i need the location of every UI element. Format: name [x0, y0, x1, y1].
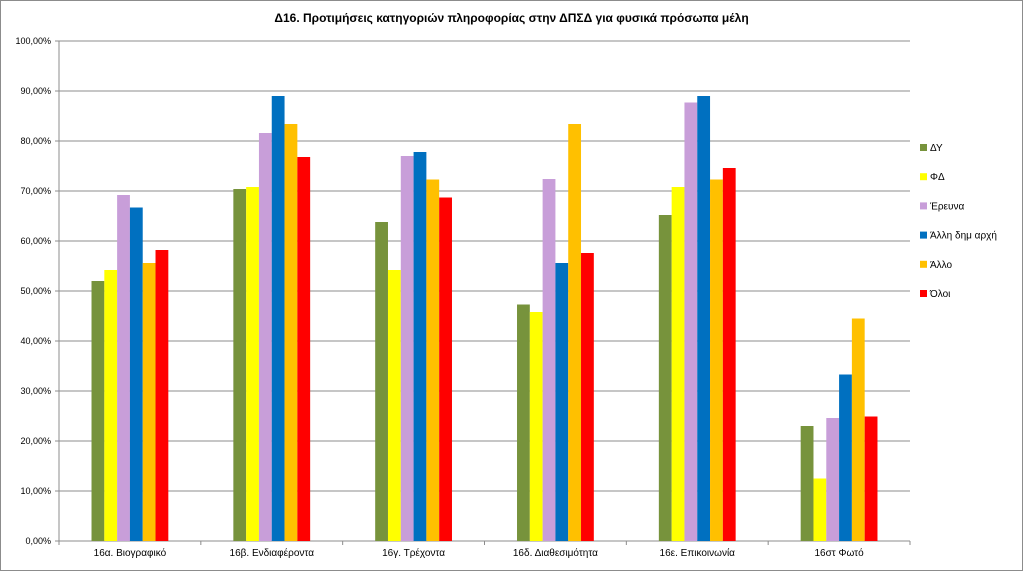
- bar: [129, 207, 143, 541]
- legend-swatch: [920, 290, 927, 297]
- bar: [581, 253, 594, 541]
- legend-label: Έρευνα: [929, 201, 964, 212]
- y-tick-label: 20,00%: [20, 436, 51, 446]
- bar: [426, 179, 440, 541]
- bar: [117, 195, 130, 541]
- legend-label: Άλλο: [930, 260, 953, 271]
- x-tick-label: 16στ Φωτό: [814, 547, 864, 559]
- y-tick-label: 70,00%: [20, 186, 51, 196]
- bar: [246, 187, 259, 541]
- y-tick-label: 50,00%: [20, 286, 51, 296]
- bar: [271, 96, 285, 541]
- legend-swatch: [920, 260, 927, 268]
- x-tick-label: 16α. Βιογραφικό: [94, 547, 167, 559]
- x-tick-label: 16β. Ενδιαφέροντα: [230, 547, 315, 559]
- bar: [839, 374, 852, 541]
- bar: [375, 222, 388, 541]
- bar: [91, 281, 105, 541]
- bar: [568, 124, 582, 541]
- y-tick-label: 80,00%: [20, 136, 51, 146]
- legend-label: ΦΔ: [930, 172, 945, 183]
- bar: [826, 418, 840, 541]
- x-tick-label: 16δ. Διαθεσιμότητα: [513, 547, 598, 559]
- legend-label: Όλοι: [929, 289, 950, 300]
- bar: [233, 189, 247, 541]
- legend-label: ΔΥ: [930, 143, 943, 154]
- bar: [284, 124, 298, 541]
- bar: [864, 416, 878, 541]
- legend-swatch: [920, 173, 927, 181]
- bar: [555, 263, 569, 541]
- legend-label: Άλλη δημ αρχή: [930, 230, 997, 242]
- bar: [697, 96, 711, 541]
- y-tick-label: 10,00%: [20, 486, 51, 496]
- bar: [542, 179, 556, 541]
- bar: [800, 426, 814, 541]
- bar: [658, 215, 672, 541]
- legend-swatch: [920, 202, 927, 210]
- legend-swatch: [920, 231, 927, 239]
- x-tick-label: 16ε. Επικοινωνία: [660, 547, 736, 559]
- y-tick-label: 30,00%: [20, 386, 51, 396]
- y-tick-label: 40,00%: [20, 336, 51, 346]
- bar: [851, 318, 865, 541]
- x-tick-label: 16γ. Τρέχοντα: [382, 547, 445, 559]
- bar: [400, 156, 414, 541]
- bar: [297, 157, 311, 541]
- bar: [529, 312, 543, 541]
- bar: [439, 197, 452, 541]
- bar: [710, 179, 723, 541]
- bar: [155, 250, 169, 541]
- y-tick-label: 100,00%: [15, 36, 51, 46]
- chart-title: Δ16. Προτιμήσεις κατηγοριών πληροφορίας …: [274, 11, 749, 25]
- y-tick-label: 0,00%: [25, 536, 51, 546]
- bar: [387, 270, 401, 541]
- y-tick-label: 60,00%: [20, 236, 51, 246]
- y-tick-label: 90,00%: [20, 86, 51, 96]
- bar: [142, 263, 156, 541]
- bar: [517, 304, 530, 541]
- bar: [722, 168, 736, 541]
- bar: [104, 270, 118, 541]
- bar: [671, 187, 685, 541]
- bar: [813, 478, 827, 541]
- bar: [258, 133, 272, 541]
- bar: [413, 152, 427, 541]
- bar: [684, 102, 698, 541]
- legend-swatch: [920, 144, 927, 151]
